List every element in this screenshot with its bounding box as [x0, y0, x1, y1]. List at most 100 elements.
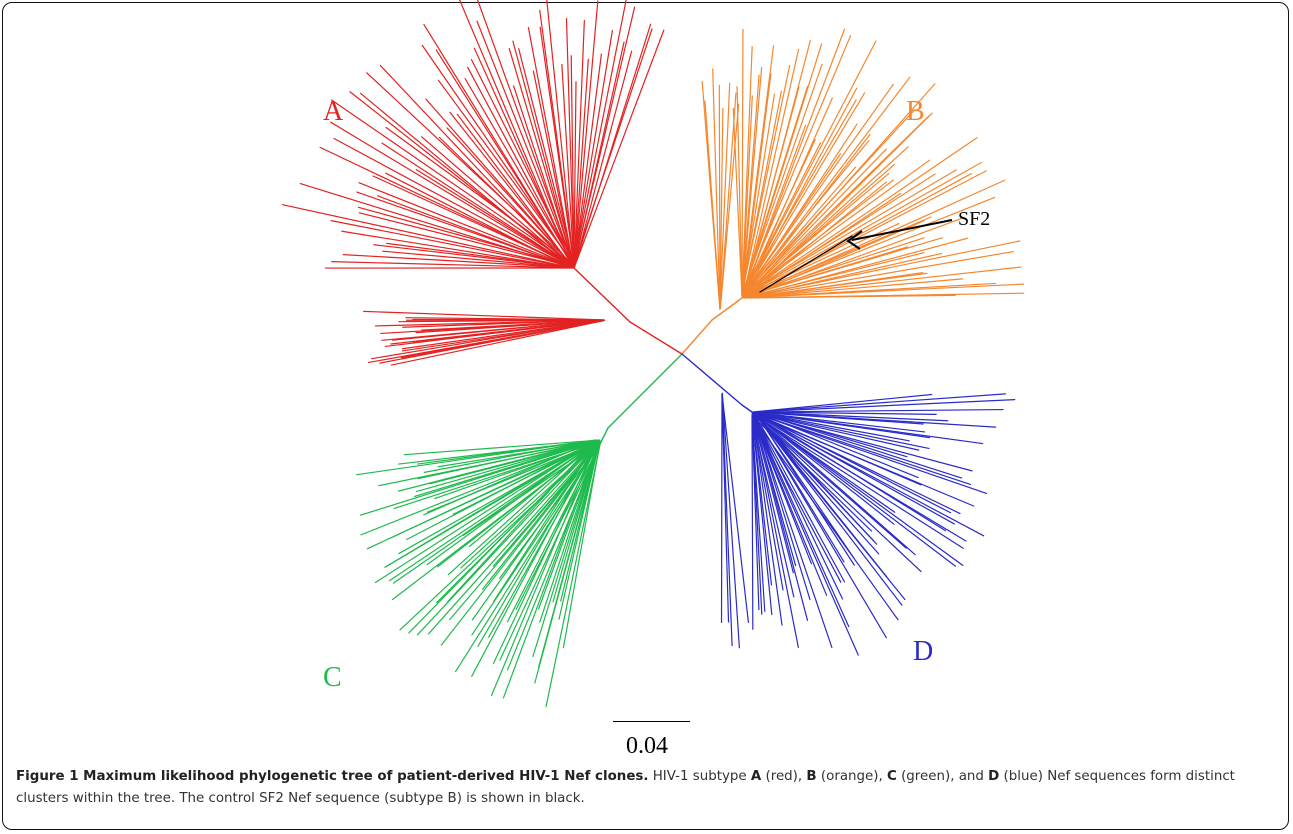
leaf-c	[397, 439, 596, 492]
leaf-a	[358, 182, 571, 268]
leaf-a	[367, 320, 602, 364]
leaf-a	[281, 204, 572, 269]
leaf-c	[492, 443, 600, 567]
leaf-c	[403, 439, 600, 456]
leaf-d	[756, 412, 931, 439]
leaf-d	[752, 415, 850, 628]
leaf-a	[363, 310, 606, 321]
leaf-a	[421, 319, 601, 331]
leaf-b	[742, 250, 1014, 299]
leaf-b	[743, 137, 978, 297]
leaf-b	[741, 64, 791, 294]
leaf-sf2	[759, 235, 853, 293]
leaf-a	[573, 29, 614, 265]
leaf-a	[377, 195, 573, 269]
leaf-b	[744, 272, 928, 299]
leaf-d	[755, 412, 947, 532]
leaf-a	[401, 320, 604, 352]
leaf-d	[753, 411, 903, 606]
branch-a-stem	[573, 267, 631, 323]
leaf-b	[719, 82, 731, 306]
leaf-b	[744, 294, 956, 299]
leaf-c	[506, 444, 600, 671]
leaf-a	[561, 63, 575, 267]
leaf-a	[299, 182, 572, 269]
leaf-a	[423, 23, 575, 269]
leaf-b	[745, 170, 987, 297]
leaf-b	[742, 43, 823, 296]
leaf-a	[421, 136, 572, 266]
leaf-b	[741, 34, 852, 295]
leaf-a	[379, 64, 572, 268]
leaf-c	[378, 440, 599, 487]
leaf-b	[744, 148, 888, 296]
leaf-b	[742, 139, 870, 295]
leaf-a	[390, 319, 603, 345]
leaf-b	[741, 67, 763, 298]
leaf-d	[721, 394, 730, 623]
branch-d-stem	[681, 353, 743, 406]
leaf-a	[330, 220, 571, 269]
leaf-c	[359, 439, 600, 516]
leaf-b	[741, 45, 753, 295]
leaf-c	[537, 442, 600, 668]
leaf-b	[745, 196, 996, 297]
leaf-a	[381, 142, 572, 267]
leaf-b	[745, 283, 1025, 299]
leaf-a	[402, 319, 602, 328]
leaf-d	[752, 415, 812, 565]
leaf-a	[573, 58, 589, 269]
leaf-d	[752, 411, 924, 425]
leaf-d	[721, 393, 750, 624]
leaf-a	[476, 20, 573, 264]
leaf-d	[755, 411, 949, 422]
leaf-a	[527, 26, 575, 269]
leaf-b	[743, 139, 816, 294]
leaf-d	[755, 412, 930, 450]
leaf-c	[398, 439, 600, 465]
leaf-b	[741, 95, 753, 298]
leaf-a	[573, 53, 603, 268]
leaf-c	[499, 444, 601, 661]
leaf-a	[467, 66, 574, 264]
leaf-d	[754, 411, 910, 442]
leaf-b	[742, 48, 800, 299]
leaf-d	[752, 413, 809, 621]
leaf-b	[741, 93, 775, 296]
scale-bar-label: 0.04	[626, 733, 668, 759]
leaf-a	[573, 50, 633, 268]
leaf-b	[741, 45, 775, 295]
leaf-d	[753, 413, 887, 639]
leaf-b	[742, 266, 1022, 299]
leaf-d	[751, 416, 754, 630]
leaf-d	[751, 412, 922, 573]
leaf-c	[468, 440, 598, 548]
leaf-c	[499, 443, 601, 579]
leaf-b	[746, 278, 964, 299]
leaf-a	[425, 98, 574, 268]
leaf-a	[405, 317, 603, 321]
caption-title: Figure 1 Maximum likelihood phylogenetic…	[16, 769, 649, 784]
leaf-b	[743, 92, 866, 296]
leaf-a	[565, 18, 575, 268]
clade-label-b: B	[906, 96, 925, 127]
leaf-a	[390, 319, 605, 366]
leaf-a	[415, 169, 573, 268]
leaf-a	[573, 19, 585, 268]
sf2-annotation: SF2	[958, 208, 991, 230]
leaf-a	[570, 55, 575, 266]
leaf-c	[440, 443, 600, 646]
leaf-b	[742, 252, 925, 299]
leaf-c	[416, 442, 598, 636]
leaf-d	[751, 415, 760, 611]
leaf-d	[752, 413, 964, 549]
leaf-b	[719, 92, 737, 309]
leaf-d	[756, 411, 963, 479]
leaf-b	[743, 237, 944, 298]
leaf-a	[331, 261, 575, 269]
leaf-a	[464, 77, 575, 266]
leaf-b	[704, 100, 721, 307]
leaf-b	[736, 86, 743, 297]
figure-caption: Figure 1 Maximum likelihood phylogenetic…	[16, 769, 1235, 806]
